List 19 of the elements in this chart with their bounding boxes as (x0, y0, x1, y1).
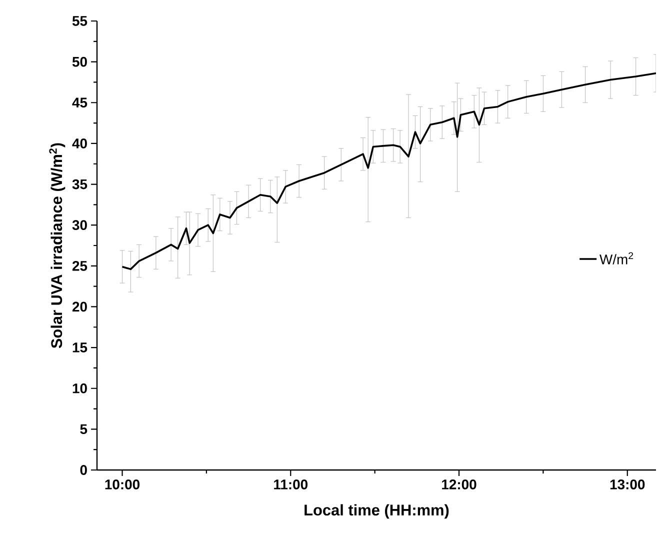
y-tick-label: 35 (72, 179, 88, 190)
y-tick-label: 25 (72, 260, 88, 271)
legend-label: W/m$^{2}$ (600, 252, 634, 264)
y-tick-label: 15 (72, 342, 88, 352)
y-axis-title: Solar UVA irradiance (W/m$^{2}$) (49, 143, 66, 348)
y-tick-label: 30 (72, 220, 87, 230)
y-tick-label: 0 (80, 465, 87, 475)
y-tick-label: 50 (72, 56, 87, 67)
x-tick-label: 12:00 (442, 479, 476, 490)
x-tick-label: 10:00 (105, 479, 140, 490)
y-tick-label: 45 (72, 98, 88, 108)
y-tick-label: 20 (72, 302, 87, 312)
y-tick-label: 5 (80, 424, 88, 434)
x-tick-label: 11:00 (274, 479, 308, 490)
y-tick-label: 10 (72, 383, 87, 394)
x-tick-label: 13:00 (610, 479, 645, 490)
y-tick-label: 40 (72, 138, 87, 148)
y-tick-label: 55 (72, 16, 88, 26)
x-axis-title: Local time (HH:mm) (304, 504, 449, 519)
